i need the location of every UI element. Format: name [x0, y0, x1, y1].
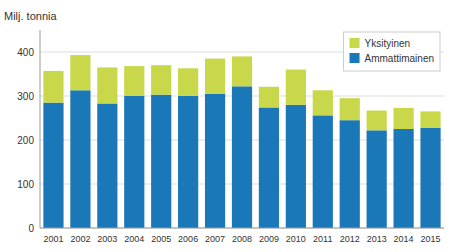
x-tick-label: 2010 — [286, 234, 306, 244]
legend: Yksityinen Ammattimainen — [344, 32, 440, 71]
bar — [367, 111, 387, 131]
bar — [151, 65, 171, 94]
x-tick-label: 2007 — [205, 234, 225, 244]
x-tick-label: 2013 — [367, 234, 387, 244]
bar — [70, 90, 90, 228]
bars — [43, 55, 440, 228]
bar — [151, 95, 171, 228]
x-tick-label: 2015 — [421, 234, 441, 244]
y-tick-label: 100 — [17, 179, 34, 190]
x-tick-label: 2004 — [124, 234, 144, 244]
bar — [178, 68, 198, 96]
x-tick-label: 2005 — [151, 234, 171, 244]
bar — [97, 67, 117, 103]
y-axis-label: Milj. tonnia — [4, 10, 57, 22]
legend-label: Ammattimainen — [365, 53, 434, 64]
y-tick-label: 200 — [17, 135, 34, 146]
legend-swatch — [350, 38, 360, 48]
bar — [43, 103, 63, 228]
bar — [313, 115, 333, 228]
bar — [286, 70, 306, 105]
bar — [313, 90, 333, 115]
bar — [124, 96, 144, 228]
bar — [259, 107, 279, 228]
bar — [367, 130, 387, 228]
x-tick-label: 2003 — [97, 234, 117, 244]
bar — [394, 108, 414, 129]
bar — [259, 87, 279, 108]
legend-frame — [344, 32, 440, 71]
bar — [97, 103, 117, 228]
y-tick-label: 300 — [17, 91, 34, 102]
chart-svg: 0 100 200 300 400 Milj. tonnia 2001 2002 2003 200… — [0, 0, 454, 252]
x-tick-label: 2002 — [70, 234, 90, 244]
bar — [232, 86, 252, 228]
bar — [394, 129, 414, 228]
bar — [340, 120, 360, 228]
x-axis-line — [40, 228, 444, 229]
bar — [420, 128, 440, 228]
x-tick-label: 2008 — [232, 234, 252, 244]
x-tick-label: 2012 — [340, 234, 360, 244]
bar — [286, 105, 306, 228]
bar — [124, 66, 144, 96]
legend-label: Yksityinen — [365, 38, 411, 49]
bar — [232, 56, 252, 86]
x-tick-label: 2006 — [178, 234, 198, 244]
bar — [43, 71, 63, 103]
legend-swatch — [350, 53, 360, 63]
grid-line — [40, 228, 444, 229]
bar — [205, 59, 225, 94]
y-tick-label: 0 — [28, 223, 34, 234]
x-tick-label: 2001 — [43, 234, 63, 244]
bar — [178, 96, 198, 228]
bar — [340, 98, 360, 120]
bar — [70, 55, 90, 90]
x-tick-label: 2011 — [313, 234, 332, 244]
x-tick-label: 2009 — [259, 234, 279, 244]
chart-container: 0 100 200 300 400 Milj. tonnia 2001 2002 2003 200… — [0, 0, 454, 252]
y-tick-label: 400 — [17, 47, 34, 58]
bar — [205, 94, 225, 228]
y-axis-line — [40, 30, 41, 228]
bar — [420, 111, 440, 127]
x-tick-label: 2014 — [394, 234, 414, 244]
